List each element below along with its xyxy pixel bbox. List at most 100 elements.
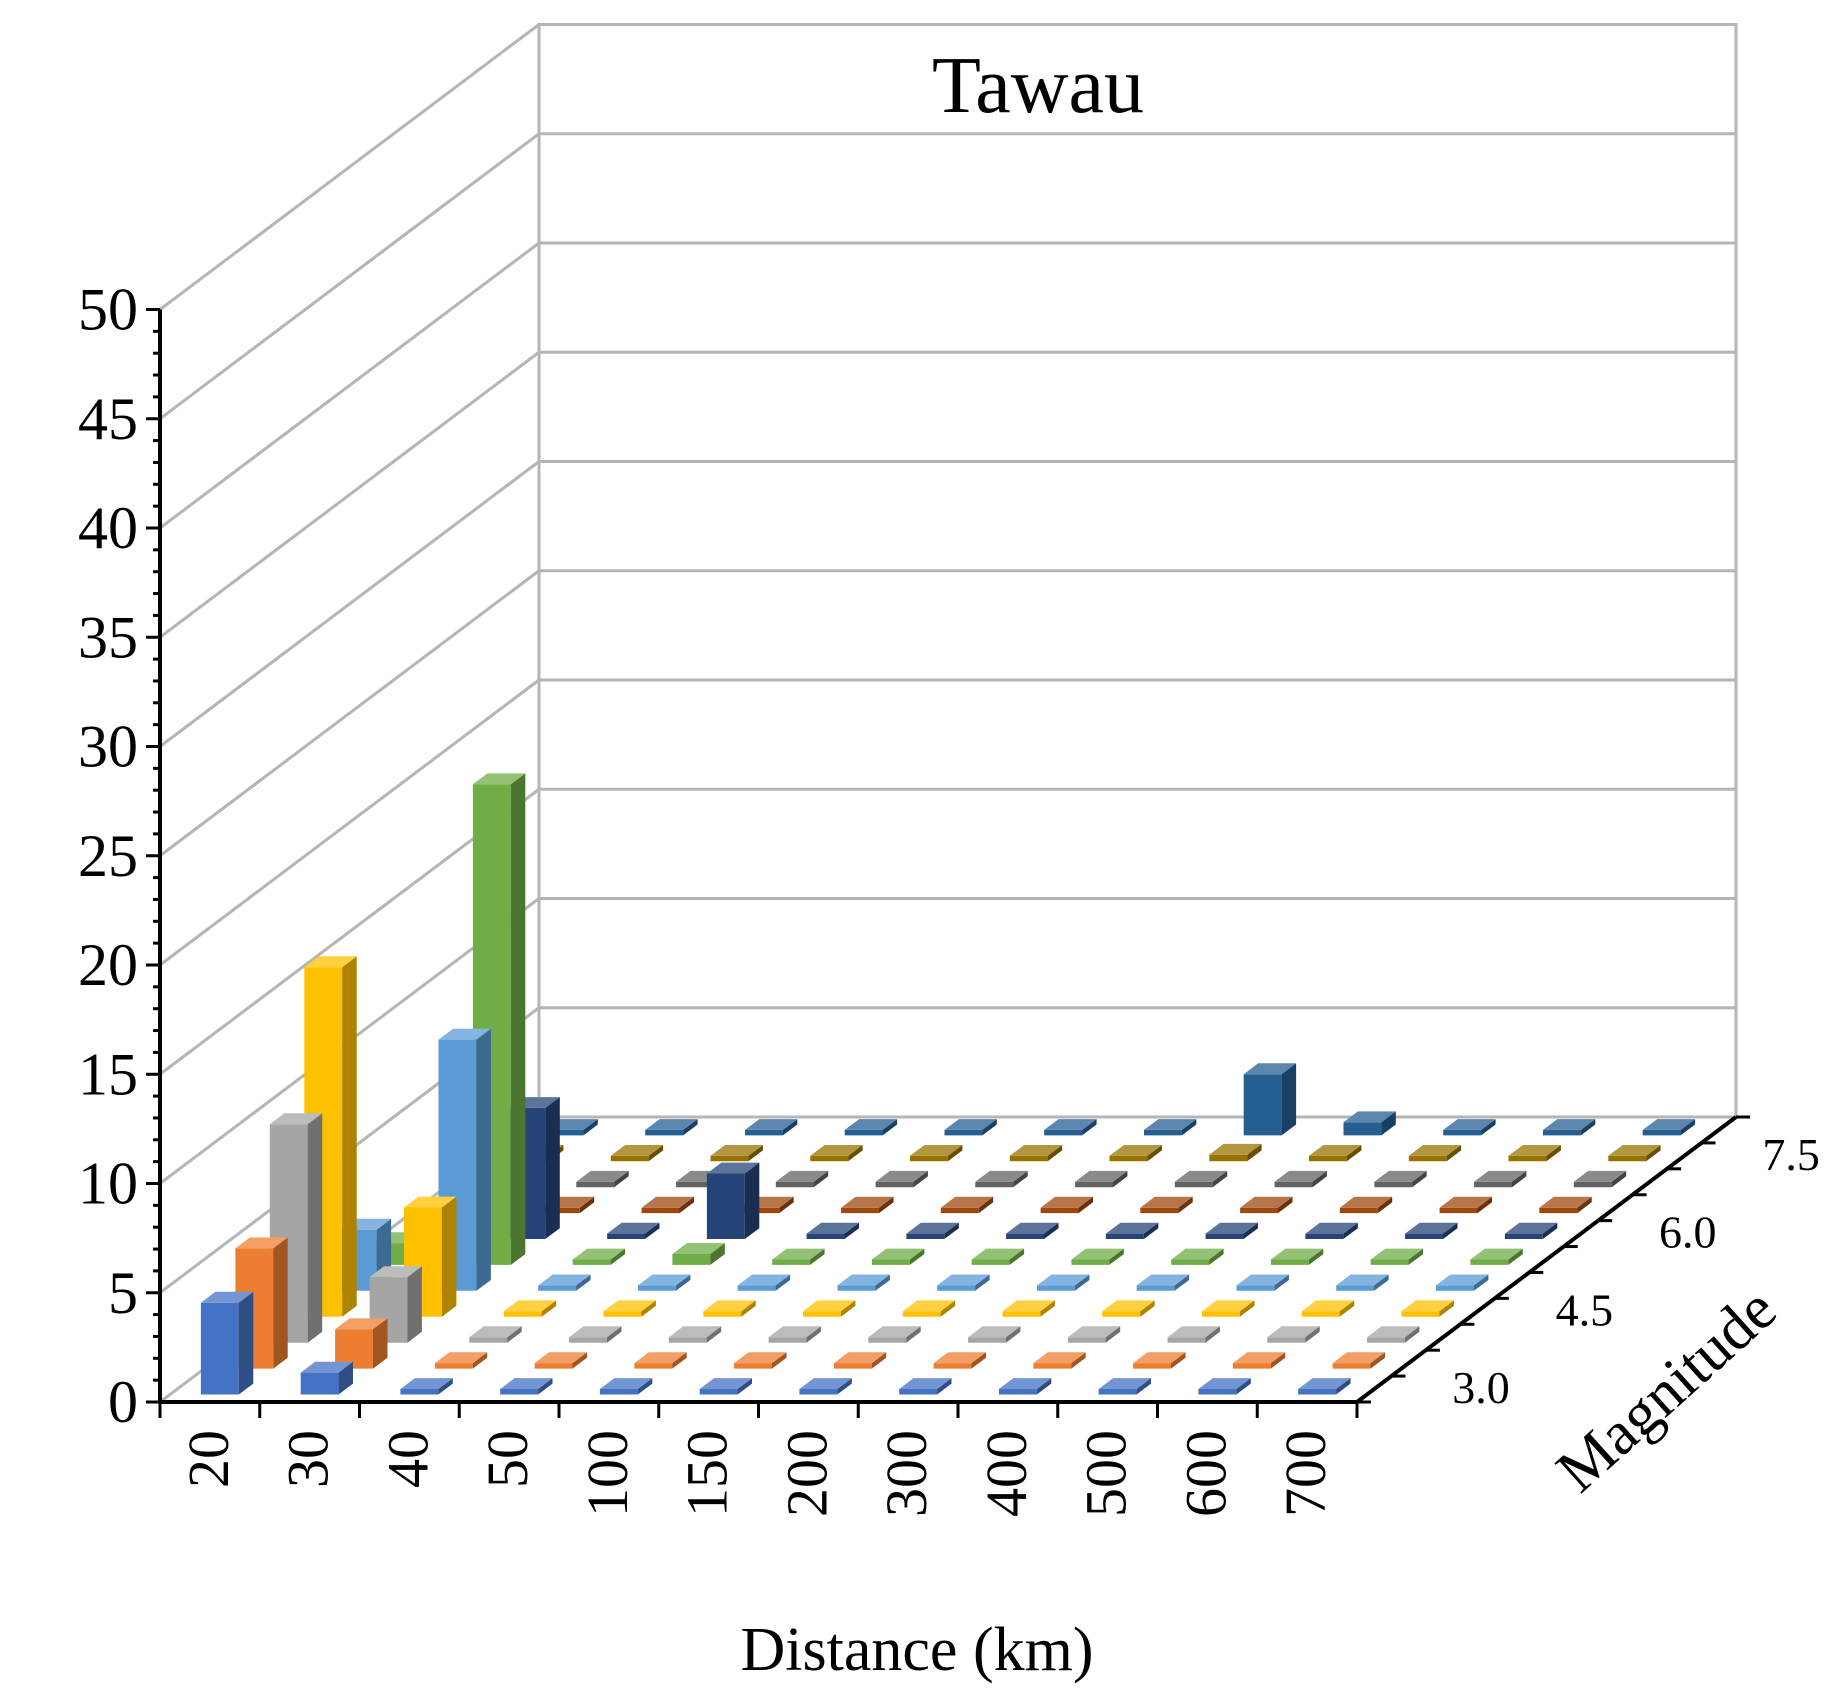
- bar: [1401, 1300, 1454, 1317]
- bar-top: [1436, 1274, 1489, 1286]
- bar: [1167, 1326, 1220, 1343]
- bar: [710, 1145, 763, 1162]
- bar: [799, 1378, 852, 1395]
- bar-top: [235, 1237, 288, 1249]
- bar-side: [879, 1196, 894, 1214]
- bar-side: [1143, 1222, 1159, 1239]
- y-tick-label: 20: [78, 932, 138, 998]
- bar-top: [710, 1145, 763, 1156]
- bar-side: [837, 1378, 852, 1395]
- bar-side: [338, 1361, 353, 1395]
- bar-top: [837, 1274, 890, 1286]
- bar-front: [734, 1363, 772, 1369]
- bar-side: [648, 1145, 664, 1162]
- bar-front: [1240, 1207, 1278, 1214]
- bar-front: [599, 1389, 638, 1395]
- bar: [641, 1196, 694, 1214]
- bar-side: [545, 1097, 560, 1239]
- bar-side: [645, 1222, 660, 1239]
- bar-top: [1136, 1274, 1190, 1286]
- bar-front: [998, 1389, 1037, 1395]
- bar-top: [503, 1300, 557, 1312]
- bar-side: [679, 1196, 694, 1214]
- bar-front: [1274, 1181, 1313, 1188]
- bar-top: [1232, 1352, 1286, 1364]
- x-tick-label: 600: [1173, 1430, 1238, 1517]
- bar-side: [610, 1248, 626, 1265]
- bar: [1270, 1248, 1324, 1265]
- bar-side: [1082, 1119, 1097, 1136]
- bar: [1443, 1119, 1496, 1136]
- bar-top: [1071, 1248, 1124, 1260]
- bar-side: [1477, 1196, 1492, 1214]
- bar-front: [668, 1337, 707, 1343]
- bar-side: [510, 773, 526, 1265]
- bar: [1301, 1300, 1355, 1317]
- y-tick-label: 45: [78, 386, 138, 452]
- bar-side: [1305, 1326, 1320, 1343]
- bar-front: [1140, 1207, 1179, 1214]
- bar-side: [538, 1378, 553, 1395]
- bar-front: [902, 1311, 941, 1317]
- x-tick-label: 700: [1273, 1430, 1338, 1517]
- bar-front: [1436, 1285, 1474, 1291]
- bar: [1332, 1352, 1385, 1369]
- bar: [569, 1326, 622, 1343]
- bar-side: [1247, 1143, 1262, 1162]
- bar-side: [1312, 1170, 1327, 1188]
- bar-side: [975, 1274, 990, 1291]
- bar-side: [637, 1378, 653, 1395]
- bar: [1006, 1222, 1059, 1239]
- y-tick-label: 0: [108, 1369, 138, 1435]
- x-tick-label: 100: [575, 1430, 640, 1517]
- bar-front: [603, 1311, 642, 1317]
- bar: [1339, 1196, 1393, 1214]
- bar: [400, 1378, 453, 1395]
- bar-side: [971, 1352, 986, 1369]
- bar-side: [583, 1119, 598, 1136]
- side-gridline: [159, 351, 540, 639]
- bar-top: [472, 773, 526, 785]
- bar-top: [971, 1248, 1025, 1260]
- bar-top: [1543, 1119, 1596, 1130]
- bar-top: [400, 1378, 453, 1389]
- bar-front: [1236, 1285, 1275, 1291]
- bar-front: [833, 1363, 872, 1369]
- bar-front: [737, 1285, 776, 1291]
- bar-side: [1412, 1170, 1427, 1188]
- bar: [1436, 1274, 1489, 1291]
- bar-top: [1109, 1145, 1162, 1156]
- bar: [300, 1361, 353, 1395]
- bar-top: [944, 1119, 997, 1130]
- bar-top: [875, 1170, 928, 1182]
- bar-top: [1401, 1300, 1454, 1312]
- bar-top: [1209, 1143, 1262, 1155]
- bar-top: [1374, 1170, 1427, 1182]
- bar-front: [844, 1129, 883, 1136]
- y-tick-label: 15: [78, 1041, 138, 1107]
- bar-side: [1336, 1378, 1351, 1395]
- bar-side: [906, 1326, 921, 1343]
- bar-front: [1002, 1311, 1041, 1317]
- bar-front: [1144, 1129, 1182, 1136]
- bar-top: [1474, 1170, 1527, 1182]
- bar-front: [1033, 1363, 1072, 1369]
- bar-top: [1105, 1222, 1159, 1234]
- bar: [910, 1145, 963, 1162]
- bar-top: [940, 1196, 994, 1208]
- bar: [576, 1170, 629, 1188]
- bar-side: [1308, 1248, 1324, 1265]
- bar-front: [1040, 1207, 1079, 1214]
- bar-side: [1109, 1248, 1124, 1265]
- bar-top: [1608, 1145, 1661, 1156]
- bar-side: [342, 956, 357, 1317]
- bar-front: [772, 1259, 811, 1265]
- bar-front: [975, 1181, 1014, 1188]
- bar: [534, 1352, 587, 1369]
- bar: [1109, 1145, 1162, 1162]
- bar-side: [779, 1196, 794, 1214]
- bar: [1508, 1145, 1561, 1162]
- bar-top: [706, 1162, 760, 1174]
- bar-side: [1105, 1326, 1121, 1343]
- bar: [871, 1248, 925, 1265]
